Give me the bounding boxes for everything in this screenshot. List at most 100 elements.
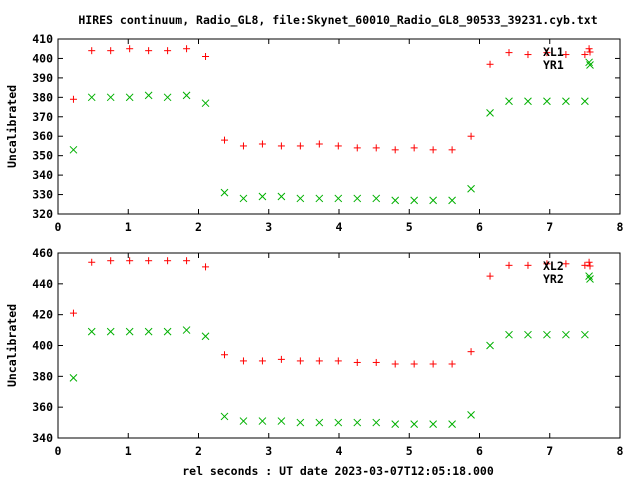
- data-point: [372, 144, 380, 152]
- data-point: [106, 327, 115, 336]
- y-tick-label: 340: [32, 431, 53, 445]
- legend-marker: [586, 61, 594, 69]
- data-point: [126, 45, 134, 53]
- x-tick-label: 8: [617, 444, 624, 458]
- data-point: [410, 420, 419, 428]
- chart-title: HIRES continuum, Radio_GL8, file:Skynet_…: [78, 13, 597, 28]
- data-point: [334, 357, 342, 365]
- legend-label: YR1: [543, 58, 564, 72]
- x-tick-label: 0: [55, 220, 62, 234]
- legend-marker: [586, 275, 594, 283]
- y-tick-label: 410: [32, 32, 53, 46]
- y-tick-label: 380: [32, 90, 53, 104]
- series-xl2: [69, 257, 593, 368]
- y-tick-label: 350: [32, 149, 53, 163]
- data-point: [585, 272, 593, 280]
- x-tick-label: 1: [125, 444, 132, 458]
- data-point: [144, 91, 153, 100]
- data-point: [183, 257, 191, 265]
- data-point: [353, 194, 362, 203]
- y-axis-label: Uncalibrated: [5, 85, 19, 168]
- data-point: [334, 194, 343, 203]
- data-point: [163, 93, 172, 102]
- data-point: [315, 418, 324, 427]
- x-tick-label: 5: [406, 444, 413, 458]
- data-point: [220, 351, 228, 359]
- data-point: [258, 192, 267, 201]
- data-point: [69, 374, 78, 382]
- data-point: [144, 327, 153, 336]
- data-point: [220, 412, 229, 421]
- data-point: [524, 51, 532, 59]
- data-point: [334, 418, 343, 427]
- y-tick-label: 330: [32, 188, 53, 202]
- data-point: [372, 418, 381, 427]
- x-tick-label: 6: [476, 220, 483, 234]
- data-point: [125, 93, 134, 102]
- data-point: [467, 184, 475, 193]
- data-point: [524, 97, 532, 106]
- data-point: [448, 420, 456, 428]
- plot-frame: [57, 252, 621, 439]
- data-point: [315, 140, 323, 148]
- x-tick-label: 3: [265, 220, 272, 234]
- data-point: [126, 257, 134, 265]
- data-point: [182, 326, 191, 334]
- data-point: [69, 309, 77, 317]
- x-tick-label: 4: [336, 444, 343, 458]
- data-point: [182, 91, 191, 100]
- data-point: [87, 93, 96, 102]
- y-tick-label: 400: [32, 339, 53, 353]
- data-point: [391, 146, 399, 154]
- data-point: [372, 358, 380, 366]
- data-point: [125, 327, 134, 336]
- legend-marker: [586, 262, 594, 270]
- data-point: [581, 261, 589, 269]
- data-point: [410, 196, 419, 205]
- data-point: [277, 355, 285, 363]
- data-point: [429, 146, 437, 154]
- data-point: [296, 194, 305, 203]
- data-point: [334, 142, 342, 150]
- data-point: [448, 360, 456, 368]
- data-point: [562, 330, 570, 339]
- data-point: [239, 194, 248, 203]
- data-point: [505, 49, 513, 57]
- x-tick-label: 1: [125, 220, 132, 234]
- data-point: [429, 420, 437, 428]
- data-point: [581, 51, 589, 59]
- x-tick-label: 7: [546, 444, 553, 458]
- data-point: [581, 330, 589, 339]
- legend-label: XL2: [543, 259, 564, 273]
- data-point: [543, 330, 551, 339]
- data-point: [107, 257, 115, 265]
- data-point: [164, 257, 172, 265]
- data-point: [448, 196, 456, 205]
- data-point: [543, 97, 551, 106]
- data-point: [581, 97, 589, 106]
- data-point: [87, 327, 96, 336]
- data-point: [391, 196, 400, 205]
- data-point: [183, 45, 191, 53]
- legend-label: XL1: [543, 45, 564, 59]
- x-tick-label: 2: [195, 444, 202, 458]
- x-tick-label: 7: [546, 220, 553, 234]
- top-panel: 0 1 2 3 4 5 6 7 8 320 330 340 350 360 370 380 390 400 410 U…: [5, 32, 624, 234]
- data-point: [486, 60, 494, 68]
- data-point: [201, 332, 210, 341]
- data-point: [107, 47, 115, 55]
- data-point: [524, 330, 532, 339]
- data-point: [220, 136, 228, 144]
- data-point: [163, 327, 172, 336]
- x-tick-label: 3: [265, 444, 272, 458]
- data-point: [448, 146, 456, 154]
- x-tick-label: 4: [336, 220, 343, 234]
- data-point: [467, 348, 475, 356]
- data-point: [88, 258, 96, 266]
- y-tick-label: 460: [32, 246, 53, 260]
- data-point: [258, 357, 266, 365]
- data-point: [524, 261, 532, 269]
- data-point: [277, 192, 286, 201]
- data-point: [467, 411, 475, 419]
- legend-label: YR2: [543, 272, 564, 286]
